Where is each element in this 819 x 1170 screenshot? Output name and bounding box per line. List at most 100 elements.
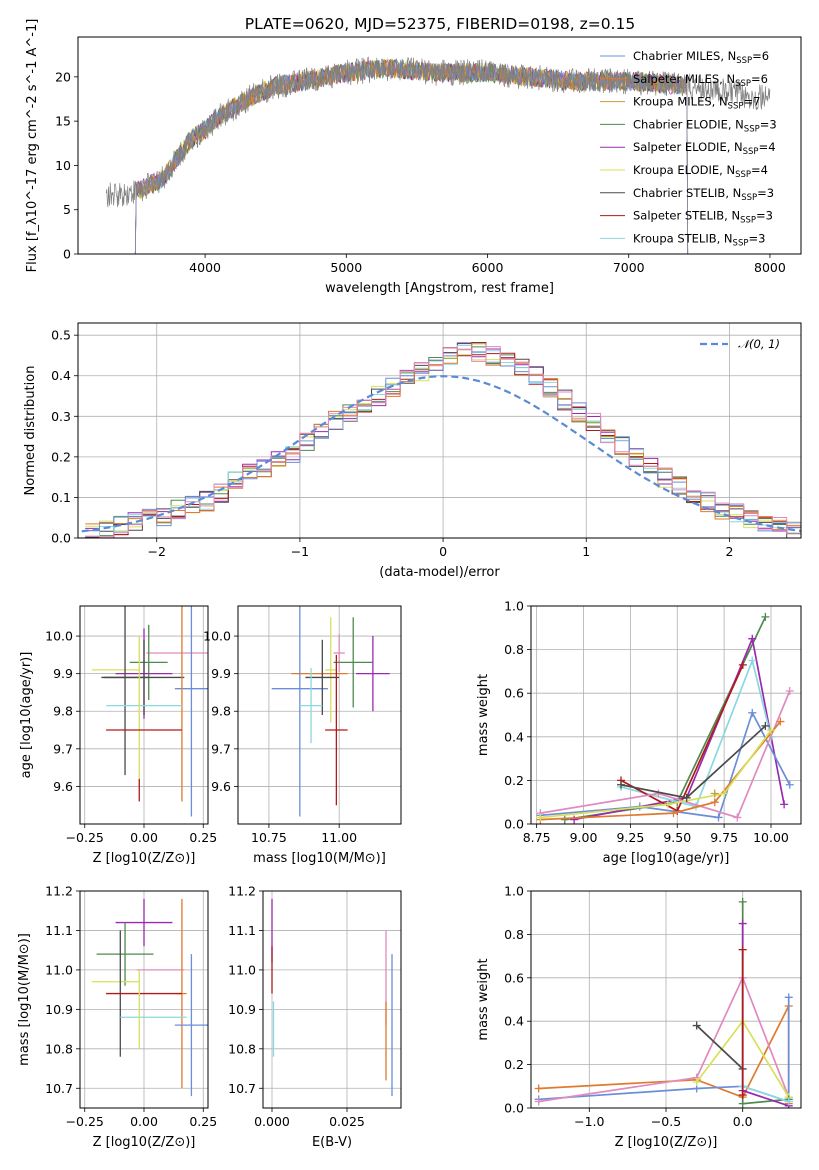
- y-tick-label: 9.6: [53, 779, 73, 794]
- plus-marker: [748, 634, 757, 643]
- plus-marker: [738, 1090, 747, 1099]
- weight-series-line: [540, 729, 772, 819]
- errorbar-point: [129, 624, 168, 700]
- plus-marker: [738, 897, 747, 906]
- y-tick-label: 0.4: [504, 1014, 524, 1029]
- x-tick-label: −2: [148, 544, 166, 559]
- errorbar-point: [356, 636, 390, 712]
- x-tick-label: 9.00: [570, 830, 598, 845]
- weight-series-line: [573, 635, 785, 821]
- plus-marker: [780, 800, 789, 809]
- plot-area: [238, 606, 401, 824]
- panel-residual-histogram: −2 −1 0 1 2 0.0 0.1 0.2 0.3 0.4 0.5 (data-model)/er…: [23, 322, 802, 580]
- y-tick-label: 0.6: [504, 686, 524, 701]
- plus-marker: [738, 660, 747, 669]
- errorbar-point: [333, 634, 345, 672]
- y-tick-label: 0.0: [504, 817, 524, 832]
- weight-series-line: [620, 657, 772, 808]
- axes-frame: [79, 605, 209, 825]
- y-tick-label: 9.7: [211, 741, 231, 756]
- axes-frame: [262, 890, 402, 1109]
- legend-label: Salpeter STELIB, N: [633, 209, 740, 223]
- panel-Z-vs-mass: −0.25 0.00 0.25 10.7 10.8 10.9 11.0 11.1 11.2 Z […: [17, 884, 217, 1151]
- legend-label: Chabrier ELODIE, N: [633, 117, 744, 131]
- y-tick-label: 10: [55, 158, 71, 173]
- y-tick-label: 9.8: [53, 704, 73, 719]
- legend-entry: Salpeter ELODIE, NSSP=4: [633, 140, 776, 157]
- plus-marker: [714, 813, 723, 822]
- axes-frame: [237, 605, 402, 825]
- legend-entry: Kroupa ELODIE, NSSP=4: [633, 163, 768, 180]
- y-tick-label: 10.7: [45, 1081, 73, 1096]
- errorbar-point: [325, 617, 337, 723]
- y-tick-label: 0: [63, 247, 71, 262]
- errorbar-point: [299, 668, 323, 744]
- x-tick-label: 4000: [189, 260, 221, 275]
- y-axis-label: mass [log10(M/M⊙)]: [17, 933, 32, 1066]
- weight-series-line: [564, 616, 767, 821]
- legend-sub: SSP: [743, 147, 759, 157]
- plot-area: [531, 606, 801, 824]
- y-tick-label: 11.1: [228, 923, 256, 938]
- axes-frame: [77, 36, 802, 255]
- errorbar-point: [96, 922, 154, 986]
- errorbar-point: [325, 654, 348, 806]
- y-tick-label: 15: [55, 114, 71, 129]
- errorbar-point: [174, 606, 208, 817]
- x-tick-label: 10.75: [251, 830, 287, 845]
- plus-marker: [710, 798, 719, 807]
- legend-entry: 𝒩(0, 1): [738, 337, 780, 351]
- plus-marker: [784, 993, 793, 1002]
- legend-label: Chabrier STELIB, N: [633, 186, 741, 200]
- y-axis-label: mass weight: [476, 674, 491, 756]
- panel-mass-vs-age: 10.75 11.00 9.6 9.7 9.8 9.9 10.0 mass [log10(M/…: [203, 605, 402, 866]
- plus-marker: [669, 809, 678, 818]
- legend-entry: Salpeter MILES, NSSP=6: [633, 72, 768, 89]
- weight-series-line: [540, 690, 791, 819]
- figure-title: PLATE=0620, MJD=52375, FIBERID=0198, z=0…: [245, 15, 635, 33]
- errorbar-point: [101, 606, 149, 776]
- errorbar-point: [174, 954, 208, 1097]
- y-tick-label: 0.2: [51, 449, 71, 464]
- panel-Z-vs-mass-weight: −1.0 −0.5 0.0 0.0 0.2 0.4 0.6 0.8 1.0 Z [log10(Z/…: [476, 884, 802, 1150]
- plus-marker: [761, 612, 770, 621]
- legend-label: Kroupa ELODIE, N: [633, 163, 735, 177]
- plus-marker: [710, 789, 719, 798]
- y-tick-label: 9.8: [211, 704, 231, 719]
- axes-frame: [79, 890, 209, 1109]
- y-tick-label: 0.4: [51, 368, 71, 383]
- legend-sub: SSP: [741, 193, 757, 203]
- plus-marker: [534, 1084, 543, 1093]
- y-tick-label: 0.4: [504, 729, 524, 744]
- y-axis-label: Normed distribution: [23, 366, 38, 496]
- y-axis-label: age [log10(age/yr)]: [19, 652, 34, 779]
- x-tick-label: 9.50: [663, 830, 691, 845]
- y-tick-label: 11.0: [228, 962, 256, 977]
- x-tick-label: 10.00: [753, 830, 789, 845]
- plus-marker: [776, 717, 785, 726]
- x-tick-label: −0.25: [66, 830, 104, 845]
- legend-sub: SSP: [735, 170, 751, 180]
- legend-label: Salpeter MILES, N: [633, 72, 735, 86]
- x-tick-label: 8.75: [523, 830, 551, 845]
- histogram-step: [85, 346, 801, 538]
- plus-marker: [738, 919, 747, 928]
- panel-Z-vs-age: −0.25 0.00 0.25 9.6 9.7 9.8 9.9 10.0 Z [log10(Z/…: [19, 605, 217, 866]
- legend-label: Salpeter ELODIE, N: [633, 140, 743, 154]
- x-tick-label: −1.0: [574, 1114, 604, 1129]
- legend-sub: SSP: [740, 216, 756, 226]
- x-axis-label: (data-model)/error: [379, 565, 500, 580]
- y-tick-label: 0.0: [504, 1101, 524, 1116]
- x-tick-label: 11.00: [321, 830, 357, 845]
- x-tick-label: 9.25: [616, 830, 644, 845]
- y-axis-label: Flux [f_λ10^-17 erg cm^-2 s^-1 A^-1]: [25, 19, 40, 273]
- y-tick-label: 10.9: [45, 1002, 73, 1017]
- errorbar-point: [333, 617, 373, 708]
- panel-age-vs-mass-weight: 8.75 9.00 9.25 9.50 9.75 10.00 0.0 0.2 0.4 0.6 0.8…: [476, 599, 802, 866]
- y-tick-label: 9.6: [211, 779, 231, 794]
- legend-label: Kroupa STELIB, N: [633, 231, 733, 245]
- plus-marker: [785, 780, 794, 789]
- plus-marker: [785, 687, 794, 696]
- plus-marker: [720, 789, 729, 798]
